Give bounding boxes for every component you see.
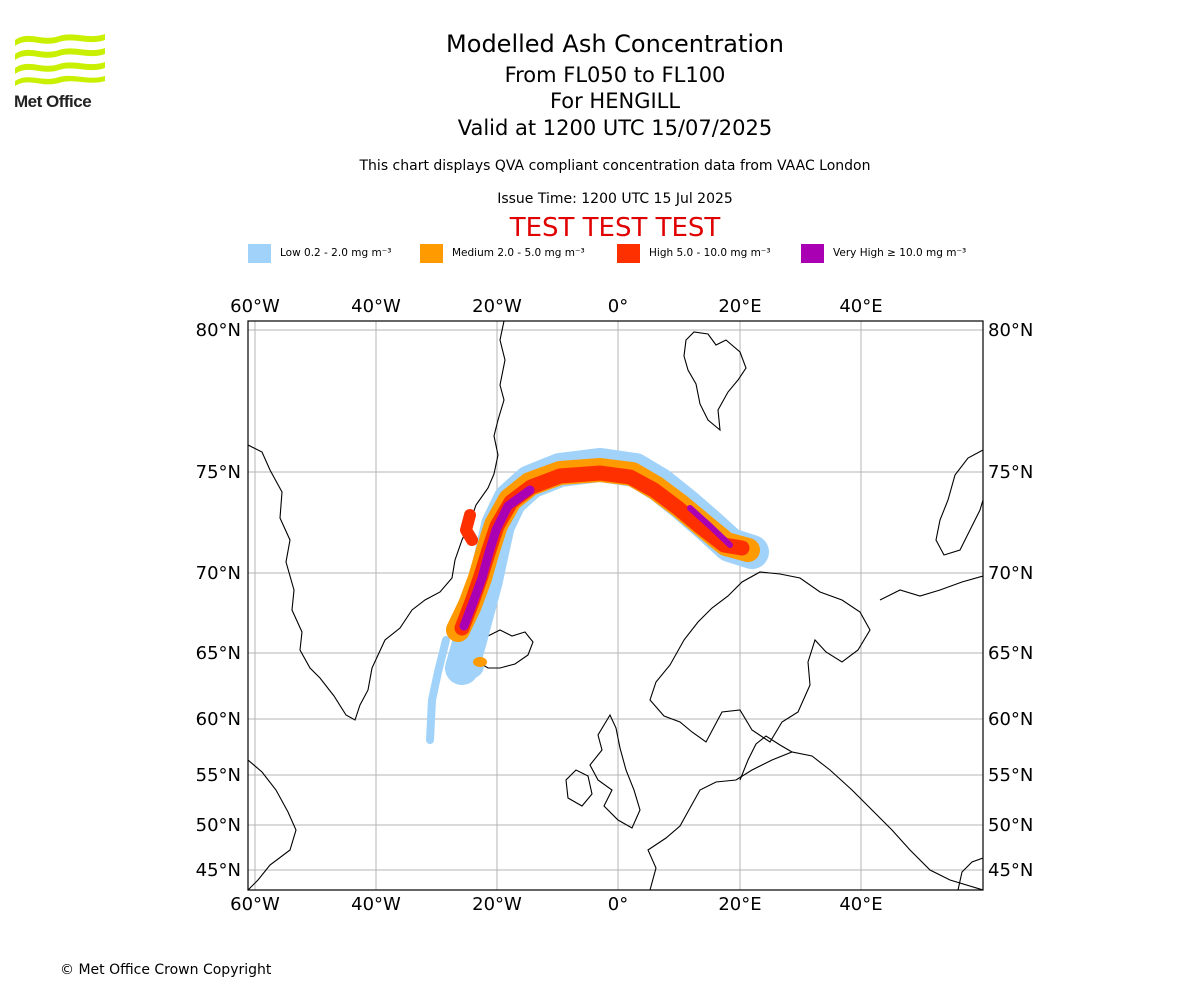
volcano-name: For HENGILL (549, 89, 681, 113)
met-office-logo: Met Office (14, 30, 110, 112)
lat-label-right: 75°N (988, 462, 1033, 483)
lon-label-bottom: 40°W (351, 894, 401, 915)
lon-label-top: 40°E (839, 296, 882, 317)
scandinavia-coast (649, 571, 871, 743)
lat-label-left: 45°N (196, 860, 241, 881)
lon-label-bottom: 20°E (718, 894, 761, 915)
plume-very-high-east (687, 505, 733, 548)
plume-medium-iceland-patch (473, 657, 487, 667)
lat-label-right: 80°N (988, 320, 1033, 341)
lat-label-right: 45°N (988, 860, 1033, 881)
lon-label-bottom: 20°W (472, 894, 522, 915)
lon-label-top: 20°W (472, 296, 522, 317)
lon-label-bottom: 60°W (230, 894, 280, 915)
legend-label-very-high: Very High ≥ 10.0 mg m⁻³ (833, 247, 967, 259)
map-graticule (248, 321, 983, 890)
lat-label-right: 70°N (988, 563, 1033, 584)
lon-label-top: 0° (608, 296, 628, 317)
lat-label-left: 80°N (196, 320, 241, 341)
test-banner: TEST TEST TEST (509, 213, 721, 243)
british-isles-coast (589, 713, 641, 829)
lon-label-bottom: 40°E (839, 894, 882, 915)
logo-wordmark: Met Office (14, 92, 92, 111)
legend-swatch-high (617, 244, 640, 263)
caspian-coast (957, 857, 983, 890)
copyright-notice: © Met Office Crown Copyright (60, 962, 272, 978)
valid-time: Valid at 1200 UTC 15/07/2025 (457, 116, 773, 140)
coastlines (248, 321, 983, 890)
ash-plume (426, 448, 769, 744)
lat-label-left: 75°N (196, 462, 241, 483)
ireland-coast (565, 769, 593, 807)
plume-low-tail (426, 636, 450, 744)
flight-level-range: From FL050 to FL100 (504, 63, 726, 87)
logo-waves-icon (15, 34, 105, 86)
chart-subtitle: This chart displays QVA compliant concen… (359, 158, 871, 174)
lon-label-top: 60°W (230, 296, 280, 317)
lat-label-right: 60°N (988, 709, 1033, 730)
svalbard-coast (683, 331, 747, 432)
legend-label-medium: Medium 2.0 - 5.0 mg m⁻³ (452, 247, 585, 259)
lon-label-top: 20°E (718, 296, 761, 317)
legend-swatch-medium (420, 244, 443, 263)
baltic-coast (739, 735, 793, 781)
lat-label-left: 60°N (196, 709, 241, 730)
lat-label-right: 55°N (988, 765, 1033, 786)
novaya-zemlya-coast (935, 449, 983, 556)
legend-swatch-very-high (801, 244, 824, 263)
legend-label-low: Low 0.2 - 2.0 mg m⁻³ (280, 247, 392, 259)
continental-europe-coast (647, 751, 983, 890)
lon-label-top: 40°W (351, 296, 401, 317)
north-america-coast (248, 759, 297, 890)
lat-label-left: 50°N (196, 815, 241, 836)
map-axis-labels: 60°W 40°W 20°W 0° 20°E 40°E 60°W 40°W 20… (196, 296, 1034, 915)
map-frame (247, 320, 984, 891)
plume-high-west-lobe (460, 509, 478, 546)
legend-label-high: High 5.0 - 10.0 mg m⁻³ (649, 247, 771, 259)
kola-novaya-coast (879, 575, 983, 601)
lat-label-left: 65°N (196, 643, 241, 664)
lat-label-right: 50°N (988, 815, 1033, 836)
lat-label-right: 65°N (988, 643, 1033, 664)
plume-very-high-core (459, 485, 535, 631)
issue-time: Issue Time: 1200 UTC 15 Jul 2025 (497, 191, 733, 207)
lon-label-bottom: 0° (608, 894, 628, 915)
lat-label-left: 55°N (196, 765, 241, 786)
chart-title: Modelled Ash Concentration (446, 30, 784, 58)
greenland-coast (248, 321, 506, 721)
legend-swatch-low (248, 244, 271, 263)
lat-label-left: 70°N (196, 563, 241, 584)
